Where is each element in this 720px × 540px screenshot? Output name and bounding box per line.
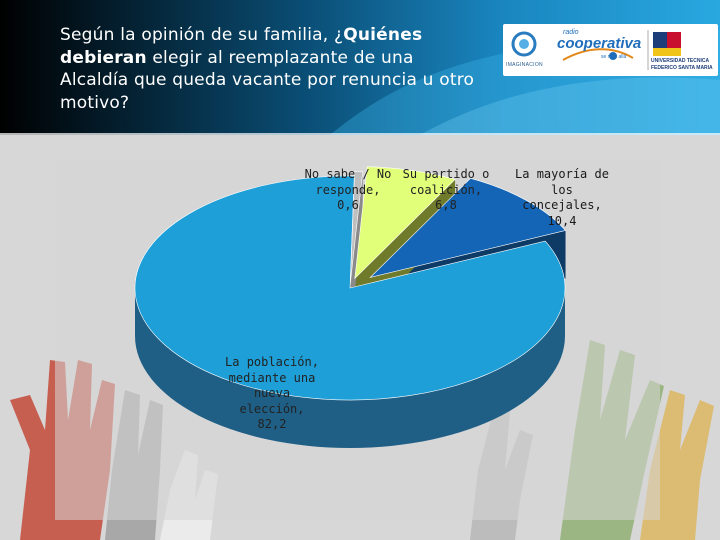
pie-slices (134, 166, 567, 401)
utfsm-text-line1: UNIVERSIDAD TECNICA (651, 58, 710, 64)
cooperativa-text: cooperativa (557, 35, 642, 52)
cooperativa-logo (562, 48, 634, 61)
logos-strip: IMAGINACION radio cooperativa se más all… (503, 24, 718, 76)
label-poblacion: La población, mediante una nueva elecció… (225, 355, 319, 431)
slice-poblacion-side (135, 288, 565, 448)
slice-concejales (369, 177, 567, 278)
imaginacion-text: IMAGINACION (506, 62, 543, 68)
slice-poblacion (134, 175, 566, 401)
label-concejales: La mayoría de los concejales, 10,4 (515, 167, 609, 228)
slide-title: Según la opinión de su familia, ¿Quiénes… (60, 25, 475, 113)
slice-no-sabe (350, 171, 364, 284)
label-no-sabe: No sabe / No responde, 0,6 (304, 167, 392, 212)
label-partido: Su partido o coalición, 6,8 (402, 167, 490, 212)
utfsm-text-line2: FEDERICO SANTA MARIA (651, 65, 713, 71)
utfsm-shield-icon (653, 32, 681, 56)
imaginacion-logo (511, 31, 537, 57)
cooperativa-tagline: se más allá (601, 54, 627, 60)
radio-text: radio (563, 29, 579, 36)
slice-partido (354, 166, 456, 280)
